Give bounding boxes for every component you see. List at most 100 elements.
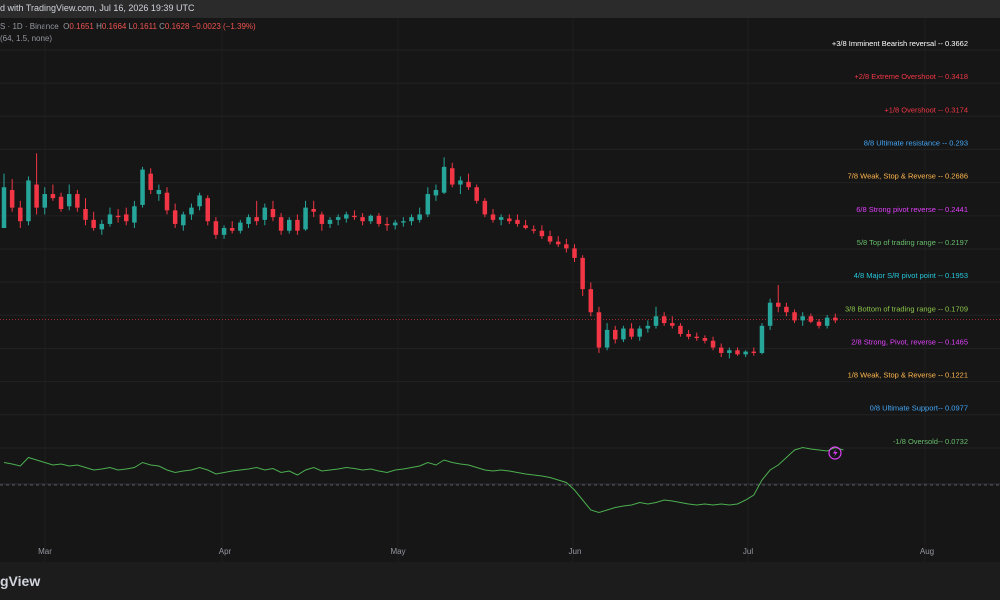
candle-body xyxy=(229,228,235,231)
price-chart[interactable]: +3/8 Imminent Bearish reversal -- 0.3662… xyxy=(0,18,1000,562)
candle-body xyxy=(270,208,276,218)
candle-body xyxy=(629,328,634,337)
candle-body xyxy=(156,189,162,195)
level-label: -1/8 Oversold-- 0.0732 xyxy=(893,437,968,446)
candle-body xyxy=(409,217,414,222)
candle-body xyxy=(564,244,569,249)
candle-body xyxy=(824,317,830,326)
lightning-icon[interactable] xyxy=(828,446,842,460)
candle-body xyxy=(678,325,683,334)
candle-body xyxy=(278,217,284,231)
candle-body xyxy=(181,214,186,226)
candle-body xyxy=(148,173,153,190)
candle-body xyxy=(710,340,716,348)
candle-body xyxy=(238,222,243,231)
candle-body xyxy=(75,194,80,208)
candle-body xyxy=(254,217,259,222)
candle-body xyxy=(604,329,610,348)
candle-body xyxy=(686,333,691,337)
candle-body xyxy=(458,180,463,185)
candle-body xyxy=(727,350,732,353)
x-axis: Mar Apr May Jun Jul Aug xyxy=(38,547,934,556)
candle-body xyxy=(58,196,64,209)
candle-body xyxy=(197,195,202,207)
candle-body xyxy=(384,223,390,226)
candle-body xyxy=(759,325,765,353)
candle-body xyxy=(91,219,96,229)
candle-body xyxy=(107,214,113,224)
candle-body xyxy=(34,184,39,208)
candle-body xyxy=(221,228,227,235)
candle-body xyxy=(433,189,439,196)
candle-body xyxy=(816,321,822,326)
grid xyxy=(0,18,1000,562)
tradingview-logo: gView xyxy=(0,573,41,589)
level-label: +2/8 Extreme Overshoot -- 0.3418 xyxy=(854,72,968,81)
candle-body xyxy=(490,214,496,220)
candles xyxy=(1,153,838,359)
candle-body xyxy=(776,302,781,307)
level-label: 6/8 Strong pivot reverse -- 0.2441 xyxy=(856,205,968,214)
level-label: 3/8 Bottom of trading range -- 0.1709 xyxy=(845,304,968,313)
candle-body xyxy=(596,312,602,348)
candle-body xyxy=(335,217,341,220)
candle-body xyxy=(498,217,504,220)
candle-body xyxy=(694,336,699,339)
candle-body xyxy=(661,316,667,324)
candle-body xyxy=(132,206,137,223)
candle-body xyxy=(653,316,659,326)
level-label: +3/8 Imminent Bearish reversal -- 0.3662 xyxy=(832,39,968,48)
candle-body xyxy=(808,316,814,322)
open-label: O xyxy=(63,22,70,31)
candle-body xyxy=(368,215,373,222)
level-label: 4/8 Major S/R pivot point -- 0.1953 xyxy=(854,271,968,280)
candle-body xyxy=(645,325,651,329)
candle-body xyxy=(515,219,520,224)
candle-body xyxy=(580,257,585,290)
candle-body xyxy=(172,210,178,224)
candle-body xyxy=(189,207,194,215)
level-label: 2/8 Strong, Pivot, reverse -- 0.1465 xyxy=(851,337,968,346)
candle-body xyxy=(26,180,31,222)
candle-body xyxy=(767,302,773,326)
high-value: 0.1664 xyxy=(101,22,127,31)
close-label: C xyxy=(159,22,165,31)
candle-body xyxy=(360,217,365,222)
candle-body xyxy=(547,236,553,242)
x-tick-label: Apr xyxy=(219,547,232,556)
top-bar: d with TradingView.com, Jul 16, 2026 19:… xyxy=(0,0,1000,18)
candle-body xyxy=(83,208,88,220)
x-tick-label: Aug xyxy=(920,547,934,556)
candle-body xyxy=(295,219,300,231)
candle-body xyxy=(613,329,618,340)
high-label: H xyxy=(96,22,102,31)
close-value: 0.1628 xyxy=(164,22,190,31)
change-value: −0.0023 (−1.39%) xyxy=(191,22,256,31)
candle-body xyxy=(539,230,545,237)
x-tick-label: Mar xyxy=(38,547,52,556)
candle-body xyxy=(718,347,724,353)
level-label: 7/8 Weak, Stop & Reverse -- 0.2686 xyxy=(848,172,968,181)
candle-body xyxy=(621,328,626,340)
candle-body xyxy=(376,215,382,224)
candle-body xyxy=(344,214,349,219)
candle-body xyxy=(352,215,357,218)
candle-body xyxy=(833,317,838,321)
candle-body xyxy=(9,189,15,208)
x-tick-label: Jun xyxy=(569,547,582,556)
open-value: 0.1651 xyxy=(69,22,94,31)
oscillator-pane xyxy=(0,446,1000,514)
candle-body xyxy=(466,181,471,188)
candle-body xyxy=(792,312,797,321)
candle-body xyxy=(327,219,333,224)
candle-body xyxy=(124,214,129,222)
candle-body xyxy=(735,350,740,355)
candle-body xyxy=(164,192,170,211)
candle-body xyxy=(246,217,251,224)
candle-body xyxy=(66,194,72,207)
low-value: 0.1611 xyxy=(133,22,157,31)
candle-body xyxy=(401,221,406,223)
oscillator-line xyxy=(3,446,844,514)
indicator-params: (64, 1.5, none) xyxy=(0,34,53,43)
candle-body xyxy=(441,166,447,193)
